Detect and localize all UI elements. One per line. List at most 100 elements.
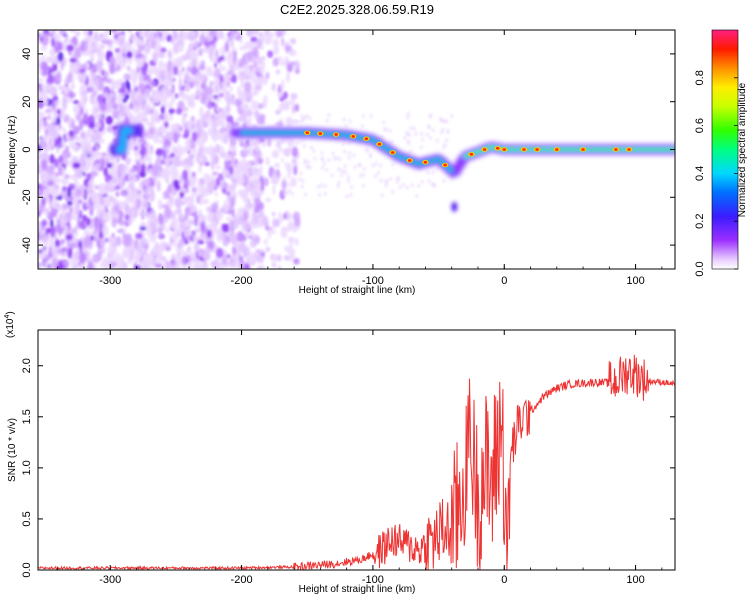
noise-speck (123, 166, 129, 176)
noise-speck (255, 67, 262, 72)
noise-speck (213, 125, 217, 135)
noise-speck (66, 44, 74, 52)
noise-speck (67, 186, 72, 198)
noise-speck (402, 182, 406, 187)
noise-speck (110, 30, 118, 33)
noise-speck (278, 102, 286, 112)
colorbar-ticks: 0.0 0.2 0.4 0.6 0.8 (694, 70, 738, 277)
noise-speck (154, 263, 163, 269)
noise-speck (177, 70, 182, 78)
noise-speck (294, 103, 300, 112)
snr-ylabel: SNR (10 * v/v) (7, 418, 18, 482)
noise-speck (218, 55, 225, 61)
noise-speck (85, 166, 89, 173)
noise-speck (59, 218, 64, 228)
noise-speck (86, 217, 91, 226)
noise-speck (78, 241, 83, 248)
noise-speck (336, 184, 340, 189)
noise-speck (250, 100, 259, 111)
noise-speck (140, 145, 147, 156)
noise-speck (162, 259, 167, 269)
track-hotspot-core (305, 131, 310, 135)
noise-speck (426, 170, 430, 175)
noise-speck (109, 56, 115, 63)
noise-speck (102, 212, 111, 223)
noise-speck (200, 82, 207, 90)
noise-speck (376, 170, 380, 175)
noise-speck (74, 224, 78, 237)
noise-speck (222, 237, 228, 247)
noise-speck (248, 180, 254, 192)
noise-speck (137, 58, 145, 68)
noise-speck (371, 163, 375, 168)
noise-speck (111, 125, 119, 130)
noise-speck (81, 235, 85, 246)
noise-speck (68, 117, 73, 128)
noise-speck (210, 260, 218, 267)
noise-speck (48, 246, 52, 257)
noise-speck (50, 30, 56, 34)
noise-speck (337, 180, 341, 185)
noise-speck (302, 143, 306, 148)
noise-speck (275, 143, 281, 148)
noise-speck (246, 203, 254, 209)
snr-ytick-label: 1.5 (21, 409, 33, 424)
noise-speck (65, 259, 70, 269)
noise-speck (144, 253, 149, 265)
noise-speck (107, 244, 113, 257)
noise-speck (38, 161, 43, 173)
noise-speck (291, 104, 296, 115)
noise-speck (346, 179, 350, 184)
noise-speck (380, 193, 384, 198)
noise-speck (263, 238, 268, 246)
noise-speck (84, 236, 90, 248)
noise-speck (179, 30, 184, 40)
noise-speck (187, 246, 192, 253)
noise-speck (327, 113, 331, 118)
noise-speck (90, 235, 94, 241)
noise-speck (298, 177, 302, 182)
noise-speck (164, 167, 171, 179)
noise-speck (48, 56, 56, 63)
noise-speck (201, 154, 207, 164)
noise-speck (256, 181, 261, 191)
noise-speck (115, 191, 120, 197)
noise-speck (120, 253, 125, 263)
noise-speck (183, 213, 189, 221)
noise-speck (254, 110, 259, 119)
noise-speck (283, 176, 287, 181)
track-hotspot-core (581, 148, 585, 151)
noise-speck (271, 149, 280, 159)
noise-speck (81, 90, 87, 96)
noise-speck (88, 77, 93, 89)
noise-speck (420, 179, 424, 184)
noise-speck (186, 137, 191, 150)
noise-speck (218, 127, 226, 134)
noise-speck (67, 201, 73, 206)
noise-speck (137, 83, 144, 91)
noise-speck (38, 32, 42, 39)
noise-speck (257, 265, 262, 269)
noise-speck (187, 209, 194, 214)
noise-speck (64, 173, 70, 180)
noise-speck (439, 116, 443, 121)
noise-speck (174, 197, 182, 207)
noise-speck (148, 252, 154, 258)
snr-xtick-label: 0 (501, 574, 507, 586)
noise-speck (196, 125, 204, 135)
noise-speck (195, 251, 199, 260)
noise-speck (46, 98, 52, 107)
noise-speck (131, 46, 135, 54)
noise-speck (100, 44, 105, 50)
noise-speck (185, 94, 192, 102)
noise-speck (102, 224, 109, 237)
track-hotspot-core (334, 133, 338, 136)
noise-speck (163, 149, 167, 161)
noise-speck (347, 155, 351, 160)
noise-speck (157, 213, 164, 225)
noise-speck (46, 256, 50, 262)
noise-speck (65, 234, 73, 241)
noise-speck (148, 66, 153, 74)
noise-speck (111, 162, 119, 169)
noise-speck (187, 169, 191, 174)
